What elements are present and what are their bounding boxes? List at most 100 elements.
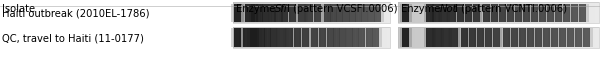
Bar bbox=[244, 29, 257, 47]
Bar bbox=[561, 4, 565, 23]
Bar bbox=[527, 29, 534, 47]
Bar bbox=[353, 28, 356, 48]
Bar bbox=[359, 28, 361, 48]
Bar bbox=[304, 4, 307, 23]
Bar bbox=[330, 28, 332, 48]
Bar bbox=[335, 28, 338, 48]
Bar bbox=[325, 3, 328, 24]
Bar bbox=[371, 4, 375, 23]
Bar bbox=[508, 28, 512, 48]
Bar bbox=[438, 28, 442, 48]
Bar bbox=[479, 4, 482, 23]
Bar bbox=[472, 3, 475, 24]
Bar bbox=[398, 3, 401, 24]
Bar bbox=[595, 28, 599, 48]
Bar bbox=[499, 3, 502, 24]
Bar bbox=[326, 29, 334, 47]
Bar bbox=[364, 29, 367, 47]
Bar bbox=[557, 29, 560, 47]
Bar bbox=[552, 3, 556, 24]
Bar bbox=[555, 4, 562, 23]
Bar bbox=[575, 3, 579, 24]
Bar bbox=[259, 28, 262, 48]
Bar bbox=[466, 29, 470, 47]
Bar bbox=[467, 29, 470, 47]
Bar bbox=[532, 28, 535, 48]
Bar bbox=[535, 28, 539, 48]
Bar bbox=[350, 28, 353, 48]
Bar bbox=[462, 4, 466, 23]
Bar bbox=[512, 4, 516, 23]
Bar bbox=[291, 29, 295, 47]
Bar bbox=[421, 3, 425, 24]
Bar bbox=[502, 3, 505, 24]
Bar bbox=[529, 3, 532, 24]
Bar bbox=[346, 29, 349, 47]
Bar bbox=[520, 4, 524, 23]
Bar bbox=[427, 29, 434, 47]
Bar bbox=[255, 29, 262, 47]
Bar bbox=[442, 28, 445, 48]
Bar bbox=[306, 28, 309, 48]
Bar bbox=[306, 3, 309, 24]
Bar bbox=[296, 28, 299, 48]
Bar bbox=[380, 3, 382, 24]
Bar bbox=[257, 4, 261, 23]
Bar bbox=[505, 28, 509, 48]
Bar bbox=[372, 29, 379, 47]
Bar bbox=[548, 28, 552, 48]
Bar bbox=[334, 4, 337, 23]
Bar bbox=[451, 29, 458, 47]
Bar bbox=[541, 29, 544, 47]
Bar bbox=[402, 4, 409, 23]
Bar bbox=[380, 4, 383, 23]
Bar bbox=[317, 3, 320, 24]
Bar bbox=[370, 29, 373, 47]
Bar bbox=[346, 4, 350, 23]
Bar bbox=[589, 3, 592, 24]
Bar bbox=[488, 3, 492, 24]
Bar bbox=[295, 4, 299, 23]
Bar bbox=[490, 29, 494, 47]
Bar bbox=[355, 4, 358, 23]
Bar bbox=[367, 4, 371, 23]
Bar bbox=[432, 29, 436, 47]
Bar bbox=[464, 4, 472, 23]
Bar bbox=[309, 3, 312, 24]
Bar bbox=[322, 28, 325, 48]
Bar bbox=[575, 28, 579, 48]
Bar bbox=[569, 28, 572, 48]
Bar bbox=[502, 28, 505, 48]
Bar bbox=[314, 28, 317, 48]
Bar bbox=[232, 29, 235, 47]
Bar bbox=[470, 4, 473, 23]
Bar bbox=[572, 29, 576, 47]
Bar bbox=[388, 3, 391, 24]
Bar bbox=[499, 29, 502, 47]
Text: Sfi: Sfi bbox=[275, 4, 287, 14]
Bar bbox=[374, 28, 377, 48]
Bar bbox=[582, 28, 586, 48]
Bar bbox=[495, 28, 499, 48]
Bar bbox=[331, 29, 334, 47]
Bar bbox=[522, 28, 526, 48]
Bar bbox=[325, 28, 328, 48]
Bar bbox=[577, 4, 580, 23]
Bar bbox=[325, 29, 329, 47]
Bar bbox=[336, 4, 343, 23]
Bar bbox=[346, 28, 349, 48]
Bar bbox=[339, 29, 343, 47]
Bar bbox=[446, 4, 450, 23]
Bar bbox=[298, 28, 301, 48]
Bar bbox=[333, 29, 340, 47]
Bar bbox=[319, 28, 322, 48]
Bar bbox=[515, 28, 519, 48]
Bar bbox=[512, 3, 515, 24]
Bar bbox=[496, 4, 500, 23]
Bar bbox=[519, 29, 526, 47]
Text: QC, travel to Haiti (11-0177): QC, travel to Haiti (11-0177) bbox=[2, 33, 143, 43]
Bar bbox=[385, 3, 388, 24]
Bar bbox=[398, 3, 599, 24]
Bar bbox=[322, 3, 325, 24]
Bar bbox=[308, 29, 311, 47]
